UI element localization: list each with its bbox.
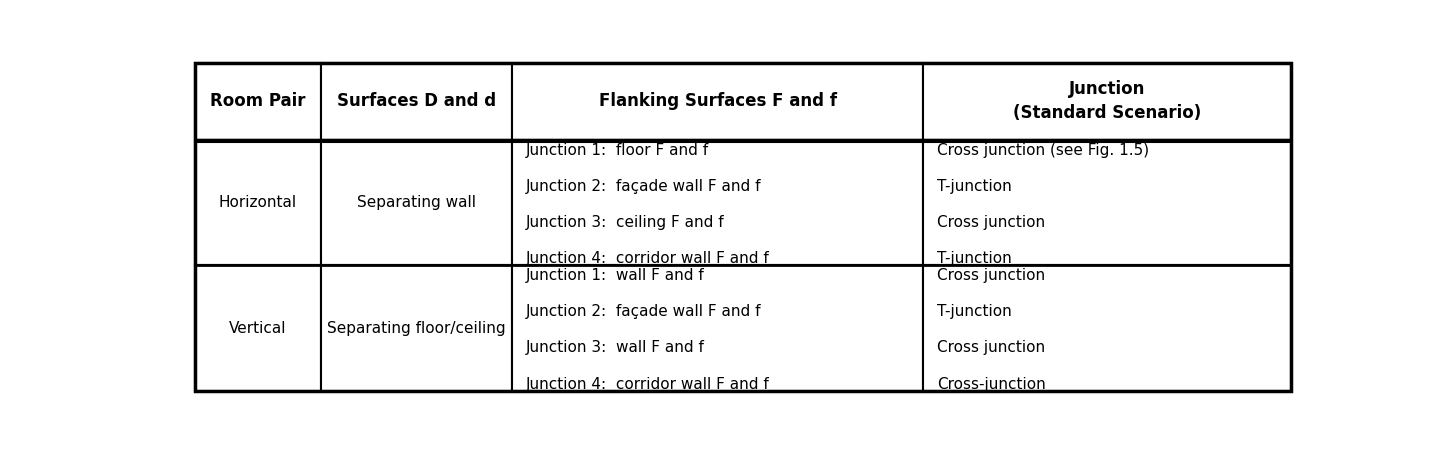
- Text: Cross junction: Cross junction: [938, 268, 1045, 283]
- Bar: [320, 140, 513, 265]
- Text: Junction 1:  wall F and f: Junction 1: wall F and f: [526, 268, 704, 283]
- Bar: [320, 62, 513, 140]
- Bar: [513, 265, 923, 391]
- Text: Junction 3:  ceiling F and f: Junction 3: ceiling F and f: [526, 215, 724, 230]
- Bar: [194, 140, 320, 265]
- Text: Flanking Surfaces F and f: Flanking Surfaces F and f: [598, 92, 838, 110]
- Text: T-junction: T-junction: [938, 304, 1011, 319]
- Text: Cross junction: Cross junction: [938, 215, 1045, 230]
- Text: Junction 4:  corridor wall F and f: Junction 4: corridor wall F and f: [526, 377, 769, 392]
- Bar: [513, 62, 923, 140]
- Bar: [513, 140, 923, 265]
- Text: T-junction: T-junction: [938, 179, 1011, 194]
- Text: Cross junction: Cross junction: [938, 340, 1045, 356]
- Bar: [194, 265, 320, 391]
- Text: Room Pair: Room Pair: [210, 92, 306, 110]
- Text: Separating floor/ceiling: Separating floor/ceiling: [327, 321, 506, 336]
- Bar: [923, 140, 1291, 265]
- Text: Junction 2:  façade wall F and f: Junction 2: façade wall F and f: [526, 304, 761, 319]
- Text: Cross junction (see Fig. 1.5): Cross junction (see Fig. 1.5): [938, 143, 1149, 158]
- Bar: [194, 62, 320, 140]
- Bar: [320, 265, 513, 391]
- Text: Vertical: Vertical: [229, 321, 287, 336]
- Text: Junction 1:  floor F and f: Junction 1: floor F and f: [526, 143, 709, 158]
- Text: Junction 3:  wall F and f: Junction 3: wall F and f: [526, 340, 704, 356]
- Text: Junction
(Standard Scenario): Junction (Standard Scenario): [1013, 80, 1201, 122]
- Text: Horizontal: Horizontal: [219, 195, 297, 210]
- Text: Junction 2:  façade wall F and f: Junction 2: façade wall F and f: [526, 179, 761, 194]
- Text: T-junction: T-junction: [938, 251, 1011, 266]
- Text: Separating wall: Separating wall: [356, 195, 477, 210]
- Text: Cross-junction: Cross-junction: [938, 377, 1046, 392]
- Bar: [923, 265, 1291, 391]
- Text: Surfaces D and d: Surfaces D and d: [338, 92, 496, 110]
- Text: Junction 4:  corridor wall F and f: Junction 4: corridor wall F and f: [526, 251, 769, 266]
- Bar: [923, 62, 1291, 140]
